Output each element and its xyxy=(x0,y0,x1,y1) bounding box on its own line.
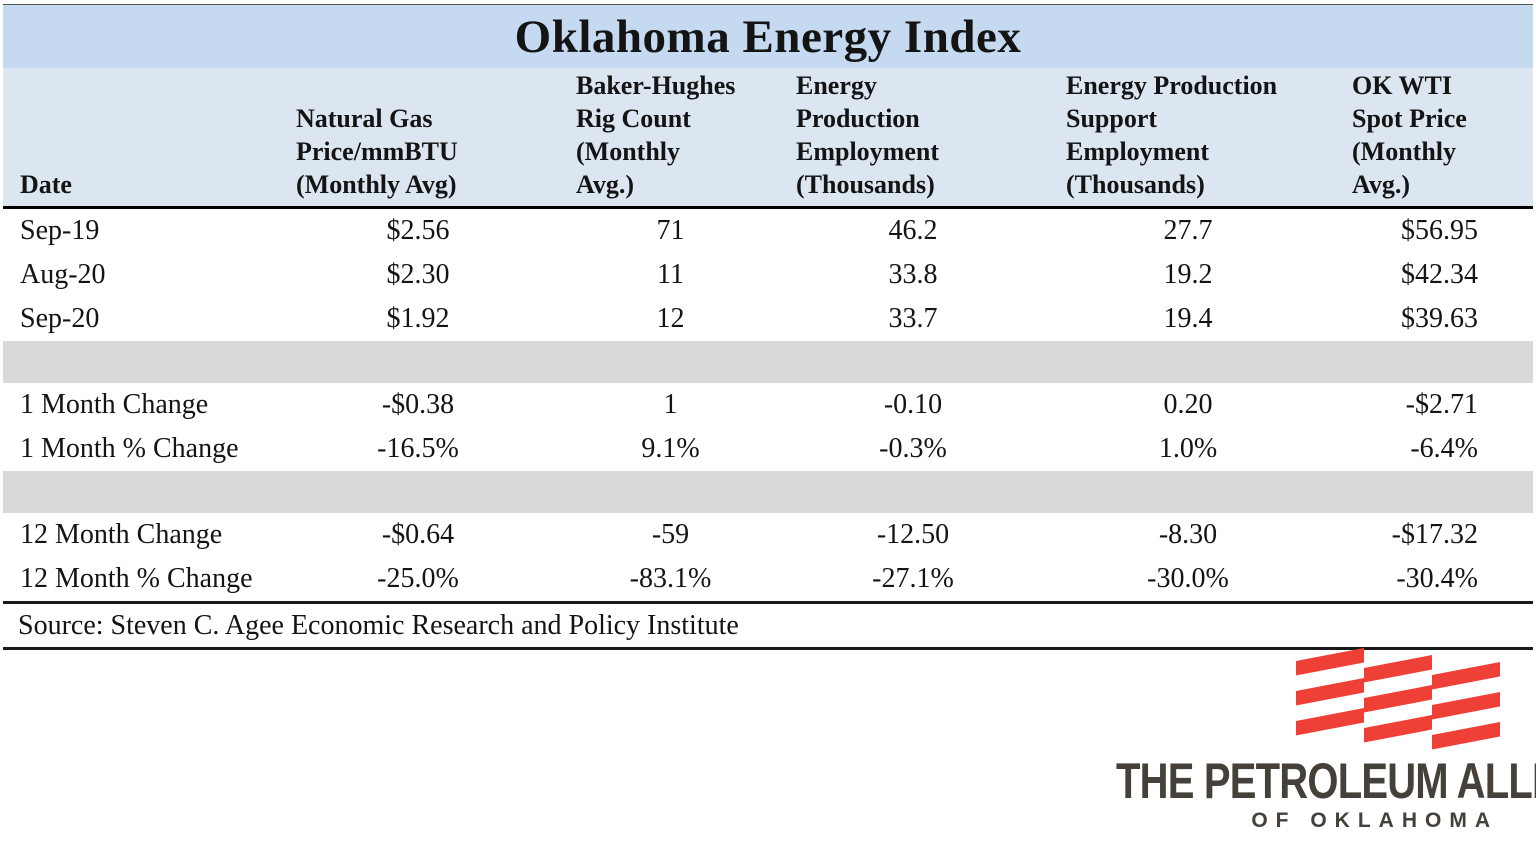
logo-subtitle: OF OKLAHOMA xyxy=(1251,809,1498,832)
table-row-12-month-pct-change: 12 Month % Change -25.0% -83.1% -27.1% -… xyxy=(3,557,1533,604)
table-cell: 12 xyxy=(548,297,793,341)
table-cell: -$0.64 xyxy=(288,513,548,557)
table-cell: 11 xyxy=(548,253,793,297)
column-header-rig-count: Baker-Hughes Rig Count (Monthly Avg.) xyxy=(548,68,793,209)
table-cell: $1.92 xyxy=(288,297,548,341)
table-cell: -$17.32 xyxy=(1343,513,1533,557)
table-row-sep-20: Sep-20 $1.92 12 33.7 19.4 $39.63 xyxy=(3,297,1533,341)
table-cell: -8.30 xyxy=(1033,513,1343,557)
table-cell: $42.34 xyxy=(1343,253,1533,297)
table-cell: 19.2 xyxy=(1033,253,1343,297)
table-cell: 1 xyxy=(548,383,793,427)
source-row: Source: Steven C. Agee Economic Research… xyxy=(3,602,1533,650)
table-row-12-month-change: 12 Month Change -$0.64 -59 -12.50 -8.30 … xyxy=(3,513,1533,557)
table-cell: -30.0% xyxy=(1033,557,1343,604)
column-header-date: Date xyxy=(3,68,288,209)
table-cell: 33.7 xyxy=(793,297,1033,341)
table-cell: 19.4 xyxy=(1033,297,1343,341)
table-row-1-month-change: 1 Month Change -$0.38 1 -0.10 0.20 -$2.7… xyxy=(3,383,1533,427)
table-cell: 9.1% xyxy=(548,427,793,471)
petroleum-alliance-logo: THE PETROLEUM ALLIANCE OF OKLAHOMA xyxy=(1020,648,1536,833)
column-header-energy-production-employment: Energy Production Employment (Thousands) xyxy=(793,68,1033,209)
column-header-support-employment: Energy Production Support Employment (Th… xyxy=(1033,68,1343,209)
table-cell: -12.50 xyxy=(793,513,1033,557)
table-cell: -27.1% xyxy=(793,557,1033,604)
table-row-sep-19: Sep-19 $2.56 71 46.2 27.7 $56.95 xyxy=(3,207,1533,253)
table-cell: $2.30 xyxy=(288,253,548,297)
logo-wordmark: THE PETROLEUM ALLIANCE xyxy=(1116,753,1536,809)
table-cell: -25.0% xyxy=(288,557,548,604)
table-cell: -0.3% xyxy=(793,427,1033,471)
source-note: Source: Steven C. Agee Economic Research… xyxy=(3,602,1533,650)
spacer-row xyxy=(3,341,1533,383)
table-cell: -59 xyxy=(548,513,793,557)
table-cell: -6.4% xyxy=(1343,427,1533,471)
table-cell: 33.8 xyxy=(793,253,1033,297)
energy-index-report: Oklahoma Energy Index Date Natural Gas P… xyxy=(3,4,1533,650)
table-cell: $56.95 xyxy=(1343,207,1533,253)
table-row-aug-20: Aug-20 $2.30 11 33.8 19.2 $42.34 xyxy=(3,253,1533,297)
table-cell: 71 xyxy=(548,207,793,253)
row-label: Sep-19 xyxy=(3,207,288,253)
row-label: 1 Month Change xyxy=(3,383,288,427)
table-row-1-month-pct-change: 1 Month % Change -16.5% 9.1% -0.3% 1.0% … xyxy=(3,427,1533,471)
row-label: Sep-20 xyxy=(3,297,288,341)
column-header-natural-gas-price: Natural Gas Price/mmBTU (Monthly Avg) xyxy=(288,68,548,209)
row-label: 12 Month Change xyxy=(3,513,288,557)
table-cell: -30.4% xyxy=(1343,557,1533,604)
table-cell: 46.2 xyxy=(793,207,1033,253)
table-cell: -0.10 xyxy=(793,383,1033,427)
energy-index-table: Oklahoma Energy Index Date Natural Gas P… xyxy=(3,4,1533,650)
table-cell: $2.56 xyxy=(288,207,548,253)
table-cell: 0.20 xyxy=(1033,383,1343,427)
table-cell: 27.7 xyxy=(1033,207,1343,253)
row-label: Aug-20 xyxy=(3,253,288,297)
column-header-row: Date Natural Gas Price/mmBTU (Monthly Av… xyxy=(3,68,1533,209)
flag-icon xyxy=(1296,648,1500,750)
table-cell: -83.1% xyxy=(548,557,793,604)
spacer-row xyxy=(3,471,1533,513)
title-row: Oklahoma Energy Index xyxy=(3,4,1533,68)
row-label: 1 Month % Change xyxy=(3,427,288,471)
table-cell: -16.5% xyxy=(288,427,548,471)
row-label: 12 Month % Change xyxy=(3,557,288,604)
table-cell: -$0.38 xyxy=(288,383,548,427)
column-header-ok-wti-spot-price: OK WTI Spot Price (Monthly Avg.) xyxy=(1343,68,1533,209)
page-title: Oklahoma Energy Index xyxy=(3,4,1533,68)
table-cell: 1.0% xyxy=(1033,427,1343,471)
table-cell: -$2.71 xyxy=(1343,383,1533,427)
table-cell: $39.63 xyxy=(1343,297,1533,341)
